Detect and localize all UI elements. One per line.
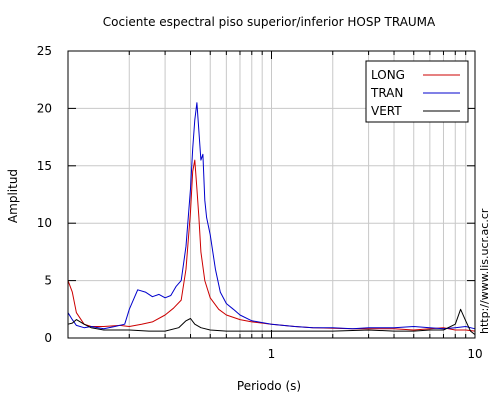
y-tick-label: 25 <box>37 44 52 58</box>
x-axis-label: Periodo (s) <box>237 379 301 393</box>
series-line-vert <box>67 308 476 335</box>
y-tick-label: 5 <box>44 274 52 288</box>
legend-label-vert: VERT <box>371 104 402 118</box>
chart-title: Cociente espectral piso superior/inferio… <box>103 15 436 29</box>
x-tick-label: 10 <box>467 347 482 361</box>
y-tick-label: 10 <box>37 216 52 230</box>
legend-label-long: LONG <box>371 68 405 82</box>
y-tick-label: 20 <box>37 101 52 115</box>
y-tick-label: 0 <box>44 331 52 345</box>
series-lines <box>67 102 476 335</box>
series-line-long <box>67 159 476 332</box>
y-axis-label: Amplitud <box>6 169 20 223</box>
legend: LONG TRAN VERT <box>365 60 469 123</box>
y-tick-label: 15 <box>37 159 52 173</box>
axis-ticks: 0 5 10 15 20 25 1 10 <box>37 44 483 361</box>
x-tick-label: 1 <box>268 347 276 361</box>
legend-box <box>365 60 469 123</box>
series-line-tran <box>67 102 476 330</box>
legend-label-tran: TRAN <box>370 86 403 100</box>
watermark-url: http://www.lis.ucr.ac.cr <box>478 208 491 334</box>
